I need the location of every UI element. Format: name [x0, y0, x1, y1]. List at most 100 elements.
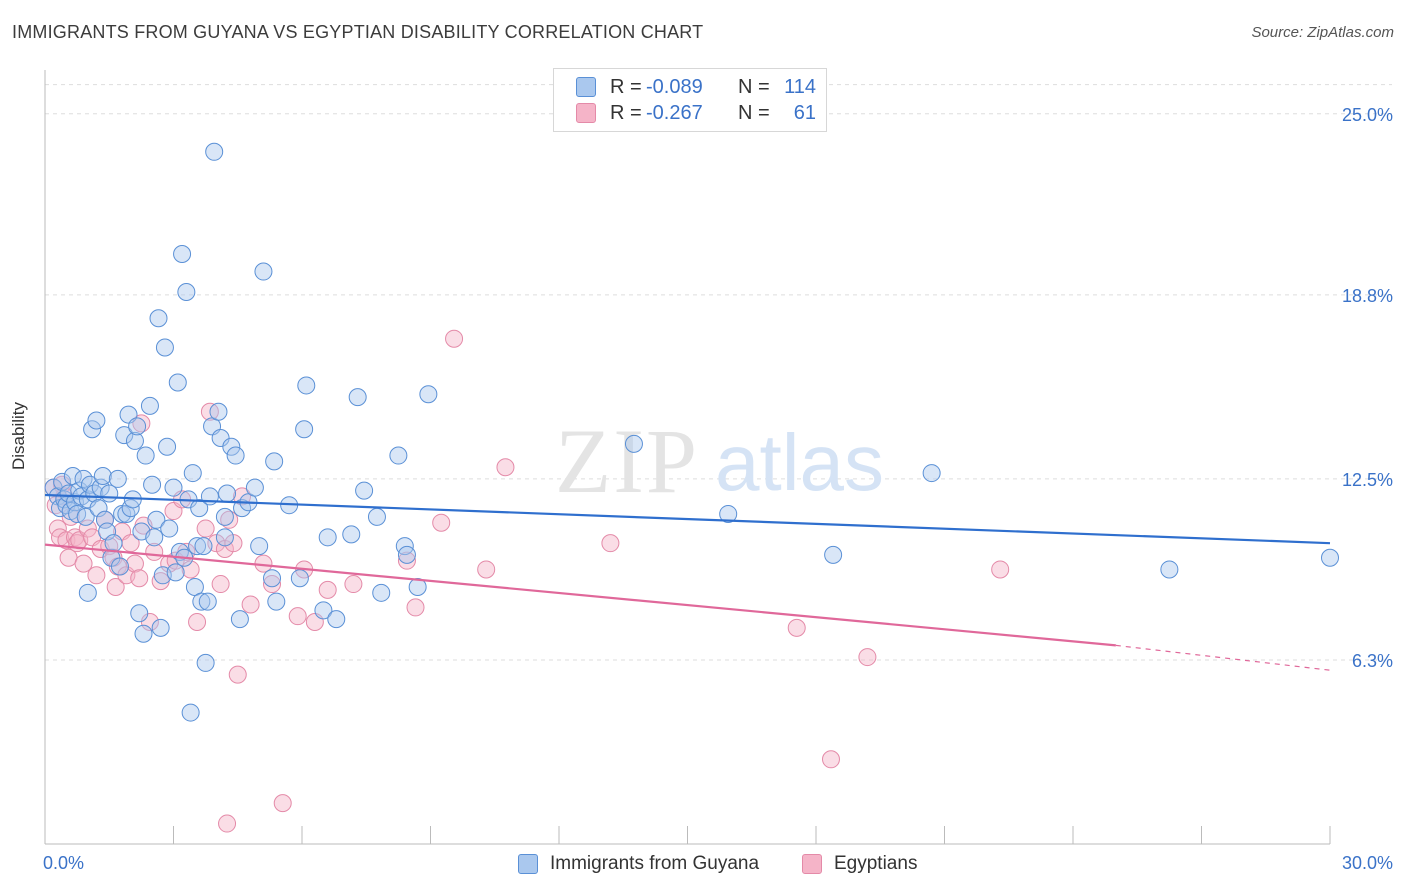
data-point-guyana — [95, 510, 114, 529]
data-point-guyana — [222, 437, 241, 456]
data-point-guyana — [100, 484, 119, 503]
data-point-guyana — [108, 469, 127, 488]
data-point-guyana — [194, 537, 213, 556]
data-point-guyana — [53, 472, 72, 491]
data-point-guyana — [145, 528, 164, 547]
data-point-guyana — [372, 583, 391, 602]
data-point-guyana — [168, 373, 187, 392]
data-point-guyana — [624, 434, 643, 453]
bottom-legend-swatch-egyptians — [802, 854, 822, 874]
data-point-guyana — [134, 624, 153, 643]
data-point-guyana — [389, 446, 408, 465]
data-point-guyana — [121, 499, 140, 518]
trend-line-egyptians — [44, 543, 1116, 647]
data-point-egyptians — [273, 794, 292, 813]
y-tick-label: 6.3% — [1352, 651, 1393, 671]
data-point-guyana — [215, 507, 234, 526]
data-point-guyana — [158, 437, 177, 456]
data-point-guyana — [215, 528, 234, 547]
watermark-atlas: atlas — [715, 418, 884, 507]
tick-labels: 6.3% 12.5% 18.8% 25.0% 0.0% 30.0% — [43, 105, 1393, 873]
axes — [44, 70, 1331, 845]
data-point-guyana — [367, 507, 386, 526]
data-point-guyana — [211, 429, 230, 448]
data-point-guyana — [125, 431, 144, 450]
data-point-guyana — [318, 528, 337, 547]
data-point-guyana — [164, 478, 183, 497]
data-point-egyptians — [318, 580, 337, 599]
x-tick-label: 0.0% — [43, 853, 84, 873]
data-point-guyana — [115, 426, 134, 445]
data-point-guyana — [147, 510, 166, 529]
data-point-egyptians — [445, 329, 464, 348]
data-point-guyana — [198, 592, 217, 611]
legend-r-value: -0.267 — [646, 101, 703, 124]
data-point-guyana — [245, 478, 264, 497]
data-point-guyana — [80, 475, 99, 494]
data-point-guyana — [78, 583, 97, 602]
data-point-guyana — [192, 592, 211, 611]
data-point-guyana — [136, 446, 155, 465]
data-point-guyana — [98, 522, 117, 541]
data-point-guyana — [922, 464, 941, 483]
data-point-guyana — [205, 142, 224, 161]
data-point-guyana — [1321, 548, 1339, 567]
correlation-legend: R = -0.089 N = 114 R = -0.267 N = 61 — [553, 68, 827, 132]
series-guyana — [44, 142, 1339, 722]
chart-title: IMMIGRANTS FROM GUYANA VS EGYPTIAN DISAB… — [12, 22, 704, 42]
data-point-guyana — [395, 537, 414, 556]
trend-line-egyptians-extension — [1115, 644, 1331, 671]
data-point-egyptians — [196, 519, 215, 538]
bottom-legend-guyana: Immigrants from Guyana — [518, 853, 759, 875]
data-point-guyana — [166, 563, 185, 582]
data-point-guyana — [408, 577, 427, 596]
watermark: ZIP atlas — [555, 410, 884, 512]
data-point-guyana — [181, 703, 200, 722]
data-point-guyana — [130, 604, 149, 623]
data-point-guyana — [173, 245, 192, 264]
data-point-guyana — [143, 475, 162, 494]
data-point-guyana — [110, 557, 129, 576]
data-point-guyana — [140, 396, 159, 415]
data-point-guyana — [314, 601, 333, 620]
data-point-guyana — [254, 262, 273, 281]
data-point-guyana — [155, 338, 174, 357]
data-point-egyptians — [496, 458, 515, 477]
legend-row-egyptians: R = -0.267 N = 61 — [576, 100, 816, 126]
data-point-egyptians — [211, 575, 230, 594]
legend-swatch-egyptians — [576, 103, 596, 123]
data-point-egyptians — [477, 560, 496, 579]
data-point-guyana — [87, 411, 106, 430]
data-point-guyana — [104, 534, 123, 553]
data-point-egyptians — [858, 648, 877, 667]
y-tick-label: 25.0% — [1342, 105, 1393, 125]
data-point-guyana — [177, 282, 196, 301]
y-tick-label: 18.8% — [1342, 286, 1393, 306]
legend-r-label: R = — [610, 75, 642, 98]
legend-r-value: -0.089 — [646, 75, 703, 98]
data-point-guyana — [89, 499, 108, 518]
data-point-guyana — [188, 537, 207, 556]
source-label: Source: ZipAtlas.com — [1251, 24, 1394, 41]
bottom-legend-swatch-guyana — [518, 854, 538, 874]
data-point-egyptians — [241, 595, 260, 614]
data-point-egyptians — [228, 665, 247, 684]
data-point-guyana — [1160, 560, 1179, 579]
data-point-egyptians — [59, 548, 78, 567]
data-point-egyptians — [125, 554, 144, 573]
grid-lines — [45, 84, 1392, 661]
data-point-guyana — [230, 610, 249, 629]
data-point-guyana — [419, 385, 438, 404]
data-point-guyana — [824, 545, 843, 564]
data-point-egyptians — [787, 618, 806, 637]
data-point-egyptians — [821, 750, 840, 769]
x-tick-label: 30.0% — [1342, 853, 1393, 873]
data-point-guyana — [250, 537, 269, 556]
data-point-guyana — [348, 388, 367, 407]
legend-row-guyana: R = -0.089 N = 114 — [576, 74, 816, 100]
data-point-guyana — [267, 592, 286, 611]
data-point-egyptians — [106, 577, 125, 596]
data-point-egyptians — [74, 554, 93, 573]
data-point-guyana — [265, 452, 284, 471]
data-point-guyana — [218, 484, 237, 503]
